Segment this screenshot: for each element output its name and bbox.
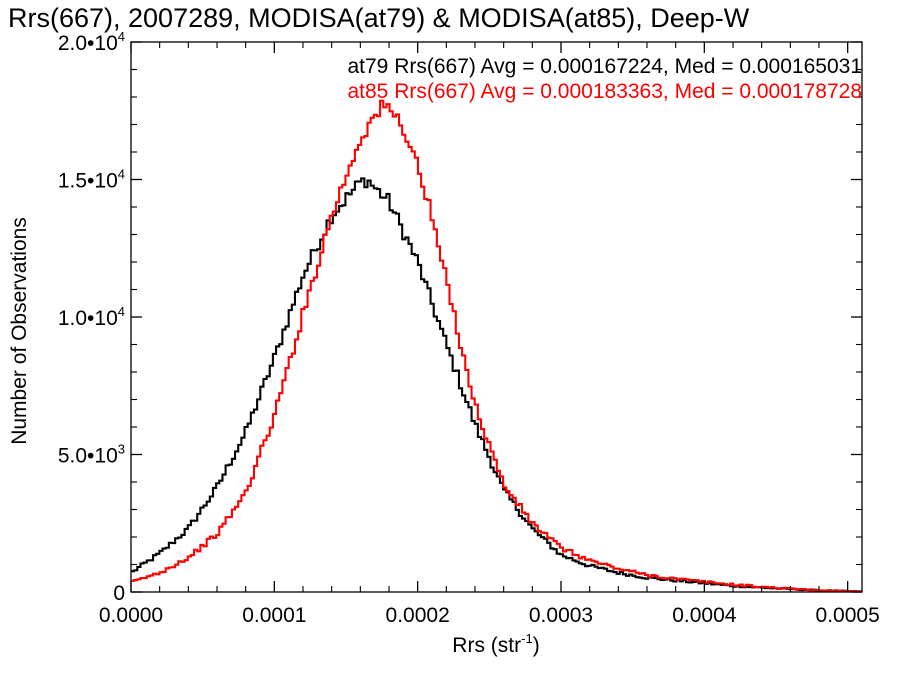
y-tick-label: 5.0•103 [58, 442, 125, 468]
y-axis-label: Number of Observations [8, 217, 31, 445]
x-axis-label-sup: -1 [521, 631, 533, 646]
x-axis-label-close: ) [533, 634, 540, 657]
y-tick-mantissa: 5.0•10 [58, 445, 118, 468]
y-tick-exponent: 4 [118, 167, 125, 182]
chart-title: Rrs(667), 2007289, MODISA(at79) & MODISA… [8, 3, 750, 33]
histogram-series-0 [131, 177, 862, 593]
x-tick-label: 0.0001 [242, 604, 306, 627]
x-tick-label: 0.0005 [816, 604, 880, 627]
y-tick-mantissa: 2.0•10 [58, 32, 118, 55]
legend-entry-at85: at85 Rrs(667) Avg = 0.000183363, Med = 0… [347, 80, 862, 103]
plot-frame [130, 41, 863, 593]
y-tick-label: 1.5•104 [58, 167, 125, 193]
y-tick-mantissa: 1.0•10 [58, 307, 118, 330]
x-tick-label: 0.0000 [99, 604, 163, 627]
y-tick-label: 2.0•104 [58, 29, 125, 55]
histogram-series-1 [131, 99, 862, 593]
x-axis-label: Rrs (str-1) [452, 631, 539, 657]
legend-entry-at79: at79 Rrs(667) Avg = 0.000167224, Med = 0… [347, 55, 862, 78]
y-tick-mantissa: 1.5•10 [58, 170, 118, 193]
y-tick-exponent: 4 [118, 304, 125, 319]
x-tick-label: 0.0002 [386, 604, 450, 627]
x-tick-label: 0.0004 [672, 604, 737, 627]
y-tick-label: 0 [113, 582, 125, 605]
y-tick-label: 1.0•104 [58, 304, 125, 330]
axis-ticks: 0.0000 0.0001 0.0002 0.0003 0.0004 0.0005 0 5.0… [58, 29, 880, 627]
x-axis-label-main: Rrs (str [452, 634, 521, 657]
y-tick-exponent: 4 [118, 29, 125, 44]
y-tick-exponent: 3 [118, 442, 125, 457]
x-tick-label: 0.0003 [529, 604, 593, 627]
histogram-series-layer [131, 99, 862, 593]
